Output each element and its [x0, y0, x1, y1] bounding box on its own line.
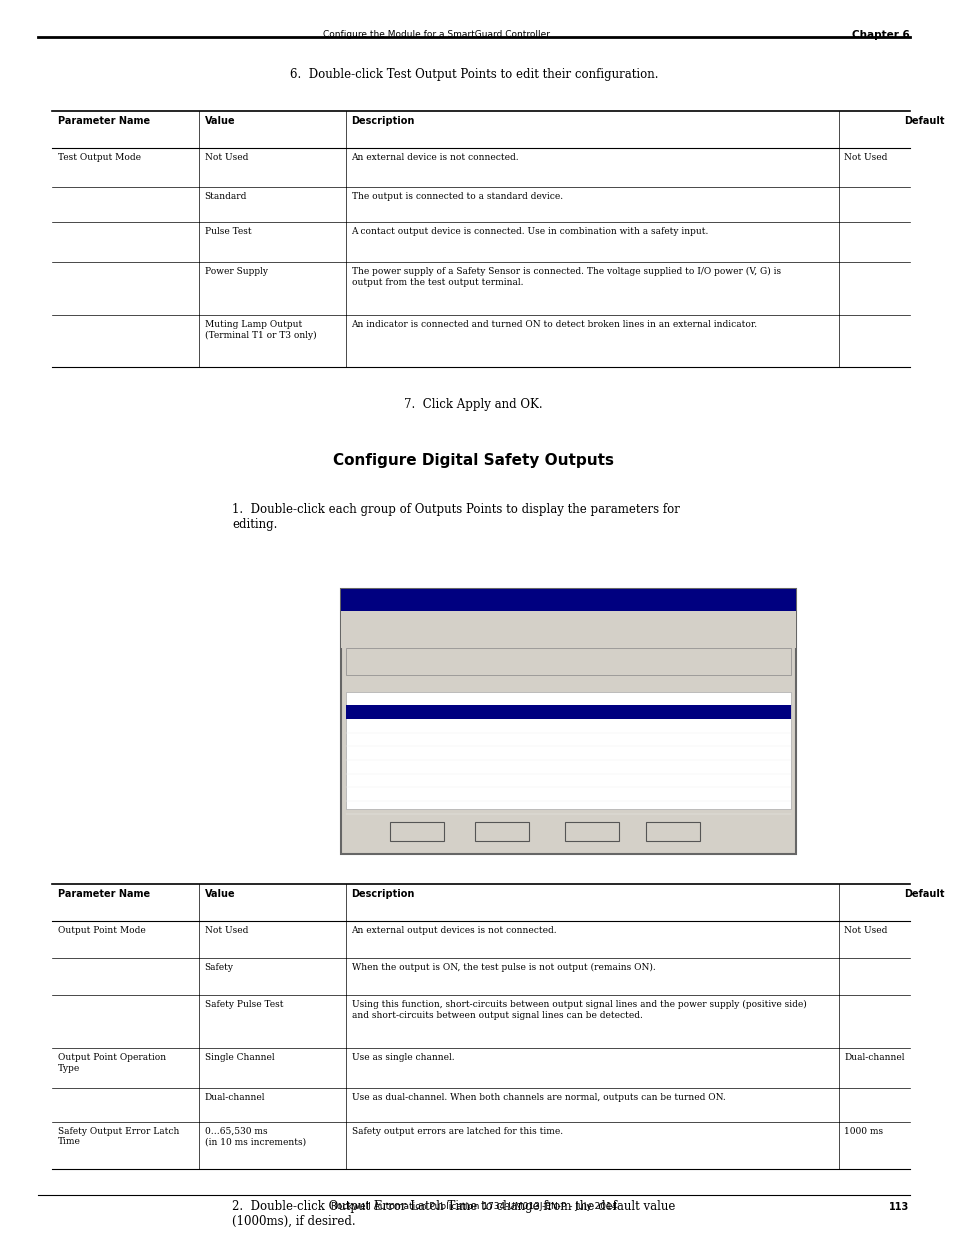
Text: Output Error Latch Time: Output Error Latch Time	[364, 803, 431, 808]
Text: Not Used: Not Used	[205, 153, 248, 162]
Text: Output 00/01 Operation...: Output 00/01 Operation...	[374, 721, 445, 726]
FancyBboxPatch shape	[475, 823, 529, 841]
Text: Not Used: Not Used	[843, 153, 886, 162]
Text: Dual-channel: Dual-channel	[843, 1053, 903, 1062]
Text: Safety output errors are latched for this time.: Safety output errors are latched for thi…	[351, 1128, 562, 1136]
Text: EDS File: EDS File	[549, 635, 574, 640]
Text: Value: Value	[205, 116, 235, 126]
Text: 1: 1	[350, 735, 357, 740]
Text: Test Output Mode: Test Output Mode	[58, 153, 141, 162]
Text: An indicator is connected and turned ON to detect broken lines in an external in: An indicator is connected and turned ON …	[351, 320, 757, 330]
Text: 1.  Double-click each group of Outputs Points to display the parameters for
edit: 1. Double-click each group of Outputs Po…	[232, 503, 679, 531]
Text: A-B 1734-OB8S 0 Source Out: A-B 1734-OB8S 0 Source Out	[348, 593, 458, 601]
Bar	[341, 611, 795, 631]
Bar	[346, 704, 790, 719]
Text: Safety Output Error Latch
Time: Safety Output Error Latch Time	[58, 1128, 179, 1146]
Text: ↺  →  Monitor: ↺ → Monitor	[436, 679, 477, 684]
Text: Help: Help	[664, 829, 679, 835]
Text: Default: Default	[903, 116, 943, 126]
Text: 7.  Click Apply and OK.: 7. Click Apply and OK.	[404, 398, 542, 411]
Text: Value: Value	[205, 889, 235, 899]
Text: Standard: Standard	[205, 193, 247, 201]
Text: 9: 9	[350, 721, 357, 726]
Text: 6.  Double-click Test Output Points to edit their configuration.: 6. Double-click Test Output Points to ed…	[289, 68, 658, 80]
Text: An external output devices is not connected.: An external output devices is not connec…	[351, 926, 557, 935]
Text: Safety: Safety	[402, 615, 422, 620]
Text: Cancel: Cancel	[490, 829, 514, 835]
Text: The power supply of a Safety Sensor is connected. The voltage supplied to I/O po: The power supply of a Safety Sensor is c…	[351, 267, 780, 287]
Text: Dual-channel: Dual-channel	[205, 1093, 265, 1102]
Text: Use as single channel.: Use as single channel.	[351, 1053, 454, 1062]
FancyBboxPatch shape	[645, 823, 699, 841]
Text: Output Points 00/01: Output Points 00/01	[364, 706, 427, 713]
Text: A contact output device is connected. Use in combination with a safety input.: A contact output device is connected. Us…	[351, 227, 708, 236]
Text: Description: Description	[351, 116, 415, 126]
Text: Safety Pulse Test: Safety Pulse Test	[205, 1000, 283, 1009]
Text: Rockwell Automation Publication 1734-UM013J-EN-P - July 2014: Rockwell Automation Publication 1734-UM0…	[331, 1202, 617, 1212]
FancyBboxPatch shape	[390, 823, 443, 841]
Text: Parameter Name: Parameter Name	[58, 116, 150, 126]
Text: Output Points 02/03: Output Points 02/03	[364, 762, 419, 767]
Bar	[346, 693, 790, 809]
Text: Chapter 6: Chapter 6	[851, 30, 908, 40]
Text: 1000 ms: 1000 ms	[843, 1128, 882, 1136]
Text: Apply: Apply	[581, 829, 601, 835]
Text: Parameter Name: Parameter Name	[58, 889, 150, 899]
Text: Default: Default	[903, 889, 943, 899]
Text: Not Used: Not Used	[549, 748, 574, 753]
Text: Output Points 06/07: Output Points 06/07	[364, 789, 419, 794]
Text: Safety: Safety	[205, 963, 233, 972]
Text: Muting Lamp Output
(Terminal T1 or T3 only): Muting Lamp Output (Terminal T1 or T3 on…	[205, 320, 316, 340]
Text: Single Channel: Single Channel	[205, 1053, 274, 1062]
Text: Using this function, short-circuits between output signal lines and the power su: Using this function, short-circuits betw…	[351, 1000, 805, 1020]
Bar	[341, 631, 795, 648]
Text: Select the parameters that you want to configure and
initiate an action using th: Select the parameters that you want to c…	[378, 652, 549, 662]
Text: Description: Description	[351, 889, 415, 899]
Text: Not Used: Not Used	[843, 926, 886, 935]
Bar	[341, 589, 795, 853]
Text: The output is connected to a standard device.: The output is connected to a standard de…	[351, 193, 562, 201]
Text: Dual: Dual	[549, 721, 561, 726]
Text: Output Point Operation
Type: Output Point Operation Type	[58, 1053, 166, 1072]
Text: 113: 113	[888, 1202, 908, 1213]
Text: Parameter: Parameter	[355, 697, 388, 701]
FancyBboxPatch shape	[564, 823, 618, 841]
Text: Pulse Test: Pulse Test	[205, 227, 251, 236]
Text: Configure the Module for a SmartGuard Controller: Configure the Module for a SmartGuard Co…	[322, 30, 549, 38]
Text: I/O Data: I/O Data	[455, 635, 480, 640]
Text: Output 01 Mode: Output 01 Mode	[374, 748, 418, 753]
Text: ☑ Groups: ☑ Groups	[355, 679, 385, 684]
Text: Not Used: Not Used	[549, 735, 574, 740]
Text: Use as dual-channel. When both channels are normal, outputs can be turned ON.: Use as dual-channel. When both channels …	[351, 1093, 724, 1102]
Text: 2: 2	[350, 748, 357, 753]
Text: Safety I/O: Safety I/O	[506, 615, 537, 620]
Bar	[346, 648, 790, 676]
Text: Output Point Mode: Output Point Mode	[58, 926, 146, 935]
Text: ? X: ? X	[780, 595, 790, 601]
Text: Power Supply: Power Supply	[205, 267, 268, 277]
Text: Safety Configuration: Safety Configuration	[455, 615, 519, 620]
Text: 2.  Double-click Output Error Latch Time to change from the default value
(1000m: 2. Double-click Output Error Latch Time …	[232, 1199, 675, 1228]
Text: Current Value: Current Value	[549, 697, 592, 701]
Text: Configure Digital Safety Outputs: Configure Digital Safety Outputs	[333, 453, 614, 468]
Text: 0…65,530 ms
(in 10 ms increments): 0…65,530 ms (in 10 ms increments)	[205, 1128, 306, 1146]
Text: Output 00 Mode: Output 00 Mode	[374, 735, 418, 740]
Text: OK: OK	[412, 829, 421, 835]
Text: Output Points 04/05: Output Points 04/05	[364, 776, 419, 781]
Text: When the output is ON, the test pulse is not output (remains ON).: When the output is ON, the test pulse is…	[351, 963, 655, 972]
Text: General: General	[350, 615, 375, 620]
Bar	[341, 589, 795, 611]
Text: An external device is not connected.: An external device is not connected.	[351, 153, 518, 162]
Text: Not Used: Not Used	[205, 926, 248, 935]
Text: Parameters: Parameters	[359, 635, 395, 640]
